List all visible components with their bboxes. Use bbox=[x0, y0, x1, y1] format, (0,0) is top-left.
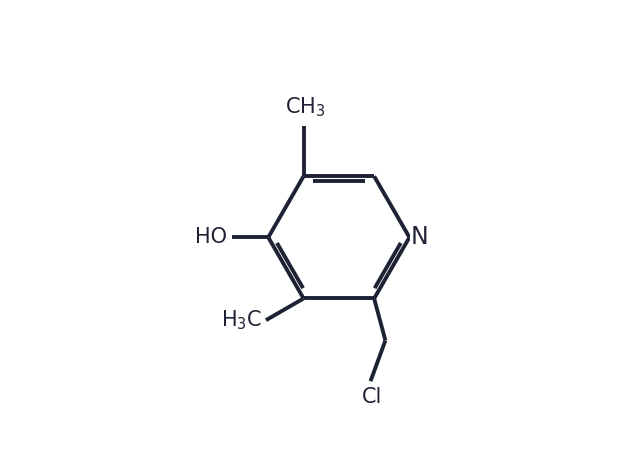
Text: Cl: Cl bbox=[362, 387, 383, 407]
Text: N: N bbox=[411, 225, 428, 250]
Text: CH$_3$: CH$_3$ bbox=[285, 95, 326, 119]
Text: H$_3$C: H$_3$C bbox=[221, 308, 262, 332]
Text: HO: HO bbox=[195, 227, 227, 247]
